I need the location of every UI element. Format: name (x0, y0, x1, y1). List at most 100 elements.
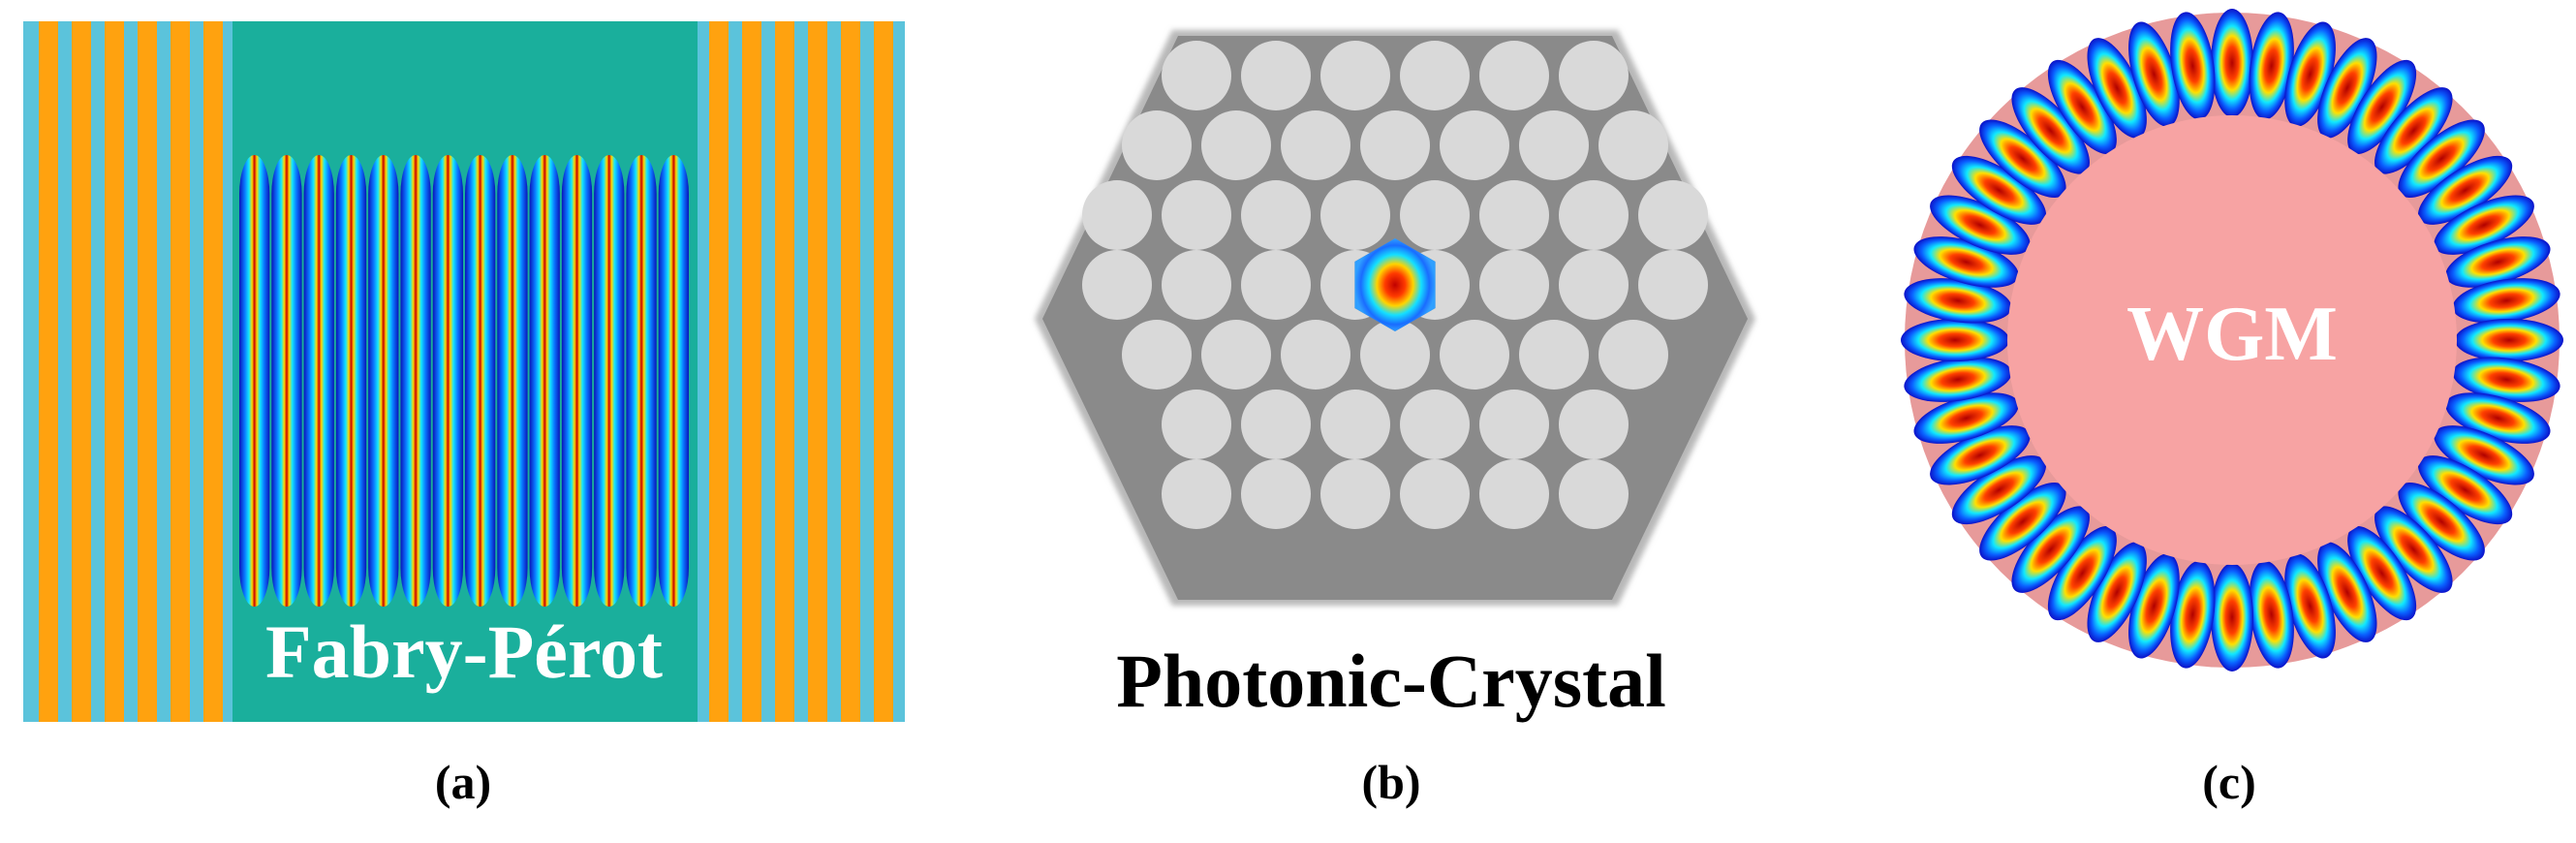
wgm-lobe-shape (2249, 12, 2294, 120)
field-antinode (626, 155, 657, 607)
wgm-lobe-shape (2087, 542, 2147, 642)
wgm-lobe (2434, 425, 2534, 485)
wgm-lobe (2087, 38, 2147, 139)
mirror-layer (841, 21, 860, 722)
wgm-lobe (2170, 560, 2216, 669)
air-hole (1082, 250, 1152, 320)
air-hole (1360, 320, 1430, 390)
mirror-layer (171, 21, 190, 722)
wgm-lobe-shape (2047, 59, 2117, 154)
wgm-lobe-shape (2347, 59, 2417, 154)
air-hole (1559, 459, 1629, 529)
air-hole (1281, 110, 1350, 180)
mirror-layer (39, 21, 58, 722)
photonic-crystal-diagram (1035, 30, 1755, 606)
wgm-lobe (1951, 455, 2046, 525)
wgm-lobe-shape (1913, 236, 2019, 288)
air-hole (1320, 41, 1390, 110)
wgm-lobe-shape (2398, 119, 2485, 198)
wgm-lobe (2284, 553, 2336, 659)
air-hole (1598, 320, 1668, 390)
wgm-lobe (2128, 553, 2180, 659)
wgm-label: WGM (2126, 292, 2338, 377)
fabry-perot-diagram (23, 21, 905, 722)
caption-c: (c) (2202, 755, 2256, 809)
wgm-lobe-shape (2317, 542, 2377, 642)
mirror-layer (203, 21, 223, 722)
field-antinode (303, 155, 334, 607)
wgm-lobe-shape (1930, 195, 2031, 255)
air-hole (1400, 41, 1470, 110)
air-hole (1162, 180, 1231, 250)
wgm-lobe-shape (2047, 526, 2117, 621)
air-hole (1479, 390, 1549, 459)
wgm-lobe (1913, 236, 2019, 288)
wgm-lobe (2249, 12, 2294, 120)
air-hole (1400, 180, 1470, 250)
wgm-lobe (2317, 542, 2377, 642)
air-hole (1440, 110, 1509, 180)
wgm-lobe-shape (2211, 9, 2253, 117)
caption-b: (b) (1361, 755, 1421, 809)
photonic-crystal-label: Photonic-Crystal (1116, 639, 1666, 723)
air-hole (1241, 41, 1311, 110)
air-hole (1598, 110, 1668, 180)
wgm-lobe (2418, 455, 2513, 525)
wgm-lobe-shape (2445, 392, 2551, 444)
air-hole (1479, 180, 1549, 250)
wgm-lobe-shape (2249, 560, 2294, 669)
field-antinode (594, 155, 625, 607)
wgm-lobe (2452, 278, 2560, 324)
air-hole (1519, 110, 1589, 180)
wgm-lobe-shape (1904, 278, 2012, 324)
wgm-lobe (1904, 278, 2012, 324)
wgm-lobe (2455, 319, 2563, 361)
mirror-layer (742, 21, 761, 722)
wgm-lobe (2284, 21, 2336, 127)
field-antinode (400, 155, 431, 607)
wgm-lobe (2011, 506, 2090, 593)
air-hole (1082, 180, 1152, 250)
air-hole-lattice (1082, 41, 1708, 529)
wgm-lobe-shape (1913, 392, 2019, 444)
wgm-lobe (1979, 119, 2066, 198)
wgm-lobe-shape (1951, 155, 2046, 225)
air-hole (1479, 250, 1549, 320)
mirror-layer (72, 21, 91, 722)
air-hole (1638, 250, 1708, 320)
air-hole (1122, 110, 1192, 180)
air-hole (1241, 390, 1311, 459)
field-antinode (658, 155, 689, 607)
wgm-lobe (2434, 195, 2534, 255)
wgm-lobe-shape (1979, 483, 2066, 561)
wgm-lobe-shape (2398, 483, 2485, 561)
air-hole (1162, 41, 1231, 110)
air-hole (1559, 41, 1629, 110)
fabry-perot-label: Fabry-Pérot (264, 609, 664, 694)
bragg-mirror-right (709, 21, 893, 722)
photonic-crystal-panel (1027, 24, 1763, 615)
wgm-diagram (1901, 9, 2563, 671)
field-antinode (239, 155, 270, 607)
wgm-lobe (1904, 357, 2012, 402)
wgm-lobe-shape (2445, 236, 2551, 288)
wgm-lobe-shape (2011, 87, 2090, 174)
field-antinode (432, 155, 463, 607)
mirror-layer (874, 21, 893, 722)
field-antinode (368, 155, 399, 607)
wgm-lobe-shape (2211, 563, 2253, 671)
wgm-lobe (2445, 236, 2551, 288)
bragg-mirror-left (39, 21, 223, 722)
air-hole (1479, 41, 1549, 110)
mirror-layer (775, 21, 794, 722)
air-hole (1360, 110, 1430, 180)
air-hole (1638, 180, 1708, 250)
wgm-lobe-shape (2418, 155, 2513, 225)
standing-wave-field (239, 155, 689, 607)
wgm-lobe (2211, 563, 2253, 671)
wgm-lobe-shape (2128, 553, 2180, 659)
wgm-panel (1897, 5, 2575, 683)
air-hole (1162, 250, 1231, 320)
wgm-lobe (1913, 392, 2019, 444)
wgm-lobe-shape (2452, 357, 2560, 402)
